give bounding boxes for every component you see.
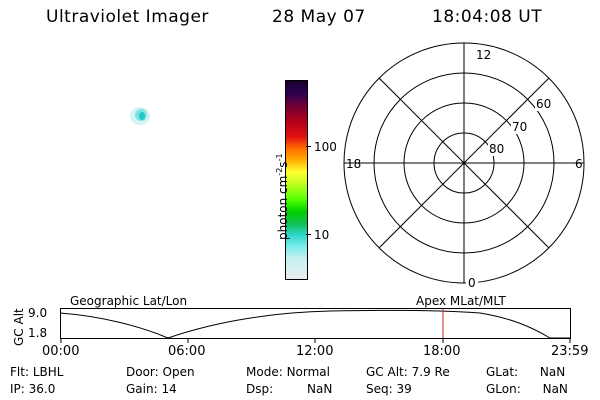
- colorbar-unit-label: photon cm-2s-1: [275, 153, 290, 240]
- lat-label-80: 80: [489, 142, 504, 156]
- dsp-status: Dsp: NaN: [246, 382, 332, 396]
- glon-status: GLon: NaN: [486, 382, 568, 396]
- orbit-altitude-panel: [60, 308, 571, 343]
- unit-exp2: -1: [275, 153, 284, 162]
- colorbar-tick-10: 10: [314, 228, 330, 242]
- gcalt-label: GC Alt:: [366, 365, 408, 379]
- mode-status: Mode: Normal: [246, 365, 330, 379]
- x-tick-0600: 06:00: [168, 344, 206, 359]
- gc-alt-axis-label: GC Alt: [12, 308, 26, 346]
- date-label: 28 May 07: [272, 7, 366, 27]
- x-tick-0000: 00:00: [42, 344, 80, 359]
- door-label: Door:: [126, 365, 159, 379]
- ip-label: IP:: [10, 382, 25, 396]
- gcalt-status: GC Alt: 7.9 Re: [366, 365, 450, 379]
- unit-text-s: s: [276, 161, 290, 168]
- seq-status: Seq: 39: [366, 382, 412, 396]
- ip-status: IP: 36.0: [10, 382, 55, 396]
- x-tick-1200: 12:00: [296, 344, 334, 359]
- x-tick-2359: 23:59: [551, 344, 589, 359]
- door-status: Door: Open: [126, 365, 195, 379]
- lat-label-60: 60: [536, 97, 551, 111]
- glon-value: NaN: [542, 382, 568, 396]
- polar-mlt-plot: 12 0 18 6 60 70 80: [343, 42, 585, 290]
- seq-value: 39: [396, 382, 412, 396]
- ip-value: 36.0: [28, 382, 56, 396]
- altitude-curve: [60, 309, 570, 339]
- instrument-title: Ultraviolet Imager: [46, 7, 209, 27]
- gain-label: Gain:: [126, 382, 158, 396]
- time-label: 18:04:08 UT: [432, 7, 543, 27]
- y-tick-1-8: 1.8: [28, 326, 48, 340]
- door-value: Open: [162, 365, 195, 379]
- unit-exp1: -2: [275, 167, 284, 176]
- unit-text: photon cm: [276, 175, 290, 240]
- mlt-label-12: 12: [476, 48, 491, 62]
- glat-status: GLat: NaN: [486, 365, 565, 379]
- colorbar-tick-100: 100: [314, 140, 337, 154]
- mlt-label-0: 0: [468, 276, 476, 290]
- uv-image-blob: [130, 107, 150, 125]
- colorbar-tick: [306, 234, 311, 235]
- lat-label-70: 70: [512, 120, 527, 134]
- dsp-value: NaN: [306, 382, 333, 396]
- mlt-label-6: 6: [575, 157, 583, 171]
- y-tick-9: 9.0: [28, 306, 48, 320]
- glat-value: NaN: [539, 365, 566, 379]
- dsp-label: Dsp:: [246, 382, 274, 396]
- mode-value: Normal: [286, 365, 330, 379]
- glon-label: GLon:: [486, 382, 521, 396]
- x-tick-1800: 18:00: [423, 344, 461, 359]
- apex-mlat-mlt-label: Apex MLat/MLT: [416, 294, 506, 308]
- flt-value: LBHL: [32, 365, 64, 379]
- flt-label: Flt:: [10, 365, 29, 379]
- color-scale-bar: [285, 80, 308, 280]
- flt-status: Flt: LBHL: [10, 365, 63, 379]
- mlt-label-18: 18: [346, 157, 361, 171]
- gcalt-value: 7.9 Re: [411, 365, 450, 379]
- gain-status: Gain: 14: [126, 382, 177, 396]
- colorbar-tick: [306, 146, 311, 147]
- seq-label: Seq:: [366, 382, 393, 396]
- gain-value: 14: [161, 382, 177, 396]
- geographic-latlon-label: Geographic Lat/Lon: [70, 294, 188, 308]
- glat-label: GLat:: [486, 365, 519, 379]
- mode-label: Mode:: [246, 365, 283, 379]
